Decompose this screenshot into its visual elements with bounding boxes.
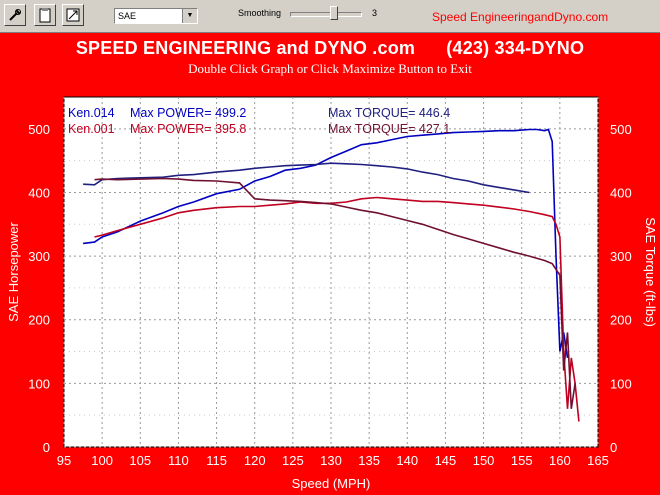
x-tick-label: 145	[435, 453, 457, 468]
y2-tick-label: 400	[610, 185, 632, 200]
x-tick-label: 115	[206, 453, 227, 468]
series-line-3	[94, 177, 576, 409]
page-title: SPEED ENGINEERING and DYNO .com (423) 33…	[75, 38, 585, 58]
x-tick-label: 135	[358, 453, 380, 468]
y-tick-label: 400	[28, 185, 50, 200]
x-tick-label: 130	[320, 453, 342, 468]
wrench-icon	[9, 9, 21, 21]
clipboard-icon	[39, 8, 51, 23]
series-line-2	[94, 196, 580, 422]
x-tick-label: 125	[282, 453, 304, 468]
smoothing-label: Smoothing	[238, 8, 282, 18]
x-tick-label: 110	[168, 453, 189, 468]
toolbar: SAE ▼ Smoothing 3 Speed EngineeringandDy…	[0, 0, 660, 33]
x-tick-label: 100	[91, 453, 113, 468]
y2-tick-label: 500	[610, 122, 632, 137]
x-axis-label: Speed (MPH)	[292, 476, 371, 491]
y-axis-label: SAE Horsepower	[6, 221, 21, 321]
legend-power-0: Max POWER= 499.2	[130, 106, 246, 120]
legend-power-1: Max POWER= 395.8	[130, 122, 246, 136]
page-subtitle: Double Click Graph or Click Maximize But…	[188, 61, 472, 76]
tool-button-2[interactable]	[34, 4, 56, 26]
series-line-0	[83, 128, 569, 359]
legend-torque-1: Max TORQUE= 427.1	[328, 122, 450, 136]
y2-tick-label: 100	[610, 376, 632, 391]
brand-text: Speed EngineeringandDyno.com	[432, 10, 609, 24]
legend-run-0: Ken.014	[68, 106, 115, 120]
y2-tick-label: 300	[610, 249, 632, 264]
x-tick-label: 95	[57, 453, 71, 468]
x-tick-label: 140	[396, 453, 418, 468]
tool-button-1[interactable]	[4, 4, 26, 26]
y-tick-label: 0	[43, 440, 50, 455]
legend-torque-0: Max TORQUE= 446.4	[328, 106, 450, 120]
y2-tick-label: 0	[610, 440, 617, 455]
y2-tick-label: 200	[610, 313, 632, 328]
chevron-down-icon[interactable]: ▼	[182, 9, 197, 23]
y2-axis-label: SAE Torque (ft-lbs)	[643, 217, 658, 327]
y-tick-label: 300	[28, 249, 50, 264]
x-tick-label: 120	[244, 453, 266, 468]
legend-run-1: Ken.001	[68, 122, 115, 136]
smoothing-slider-thumb[interactable]	[330, 6, 338, 20]
tool-button-3[interactable]	[62, 4, 84, 26]
x-tick-label: 150	[473, 453, 495, 468]
correction-select-value: SAE	[118, 11, 137, 21]
correction-select[interactable]: SAE ▼	[114, 8, 198, 24]
resize-icon	[66, 8, 80, 22]
smoothing-slider-track[interactable]	[290, 12, 362, 17]
x-tick-label: 160	[549, 453, 571, 468]
y-tick-label: 500	[28, 122, 50, 137]
x-tick-label: 165	[587, 453, 609, 468]
x-tick-label: 155	[511, 453, 533, 468]
series-line-1	[83, 162, 530, 194]
y-tick-label: 100	[28, 376, 50, 391]
x-tick-label: 105	[129, 453, 151, 468]
smoothing-value: 3	[372, 8, 378, 18]
y-tick-label: 200	[28, 313, 50, 328]
